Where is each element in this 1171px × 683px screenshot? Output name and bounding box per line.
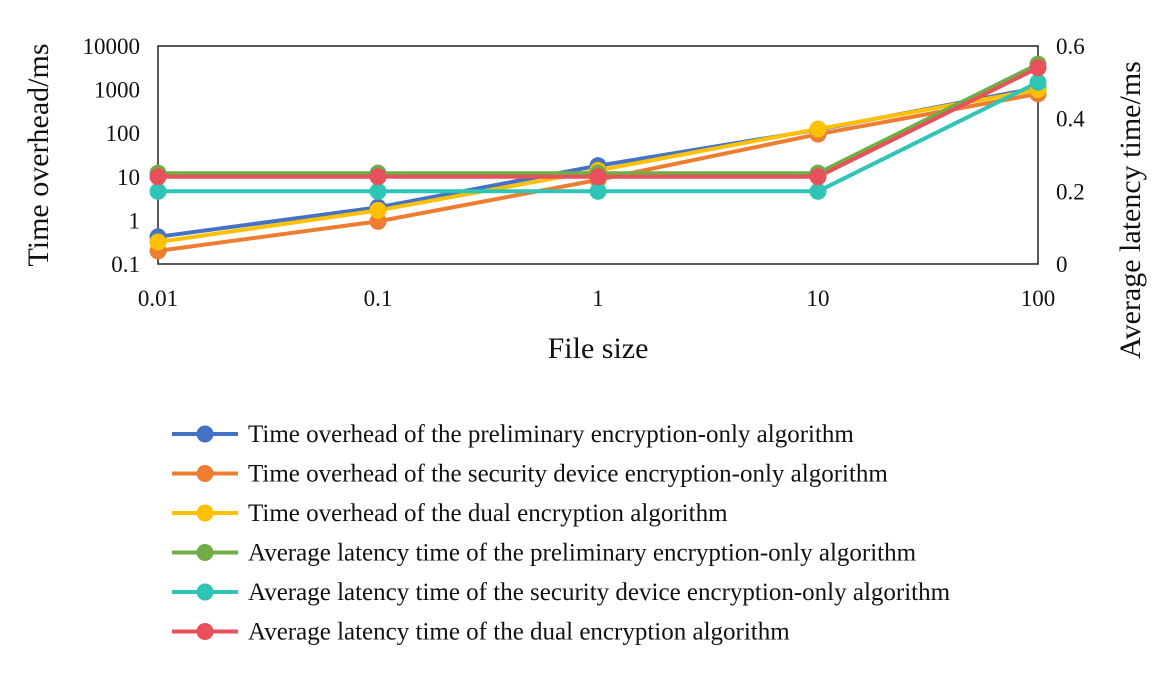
left-tick-label: 0.1: [111, 252, 140, 277]
data-point: [149, 168, 167, 186]
data-point: [369, 201, 387, 219]
data-point: [369, 168, 387, 186]
data-point: [149, 233, 167, 251]
series-points: [149, 55, 1047, 260]
data-point: [1029, 73, 1047, 91]
legend: Time overhead of the preliminary encrypt…: [172, 421, 951, 646]
left-axis: 0.1 1 10 100 1000 10000: [83, 34, 141, 277]
x-axis-title: File size: [548, 332, 649, 365]
legend-item: Average latency time of the preliminary …: [172, 540, 917, 567]
legend-item: Time overhead of the security device enc…: [172, 461, 888, 488]
data-point: [809, 168, 827, 186]
data-point: [149, 182, 167, 200]
data-point: [589, 168, 607, 186]
x-tick-label: 0.01: [138, 286, 178, 311]
legend-item: Time overhead of the preliminary encrypt…: [172, 421, 854, 448]
legend-item: Average latency time of the dual encrypt…: [172, 619, 790, 646]
left-axis-title: Time overhead/ms: [22, 43, 55, 266]
legend-swatch-marker: [196, 623, 214, 640]
legend-label: Time overhead of the dual encryption alg…: [248, 500, 728, 527]
left-tick-label: 1: [129, 208, 141, 233]
data-point: [1029, 59, 1047, 77]
legend-swatch-marker: [196, 544, 214, 561]
right-tick-label: 0.2: [1056, 179, 1085, 204]
legend-label: Average latency time of the dual encrypt…: [248, 619, 790, 646]
legend-swatch-marker: [196, 465, 214, 482]
data-point: [809, 120, 827, 138]
legend-label: Average latency time of the preliminary …: [248, 540, 917, 567]
legend-label: Time overhead of the security device enc…: [248, 461, 888, 488]
x-tick-label: 1: [592, 286, 604, 311]
data-point: [589, 182, 607, 200]
legend-item: Time overhead of the dual encryption alg…: [172, 500, 728, 527]
data-point: [369, 182, 387, 200]
x-axis: 0.01 0.1 1 10 100: [138, 286, 1055, 311]
legend-swatch-marker: [196, 583, 214, 601]
legend-item: Average latency time of the security dev…: [172, 579, 951, 606]
x-tick-label: 0.1: [364, 286, 393, 311]
legend-swatch-marker: [196, 504, 214, 522]
plot-frame: [157, 45, 1039, 265]
right-tick-label: 0.6: [1056, 34, 1085, 59]
left-tick-label: 10: [117, 165, 140, 190]
right-tick-label: 0.4: [1056, 107, 1085, 132]
series-lines: [156, 62, 1040, 253]
left-tick-label: 100: [106, 121, 141, 146]
left-tick-label: 1000: [94, 78, 140, 103]
right-axis-title: Average latency time/ms: [1114, 61, 1147, 359]
x-tick-label: 100: [1021, 286, 1056, 311]
legend-label: Time overhead of the preliminary encrypt…: [248, 421, 854, 448]
right-tick-label: 0: [1056, 252, 1068, 277]
data-point: [809, 182, 827, 200]
left-tick-label: 10000: [83, 34, 141, 59]
legend-swatch-marker: [196, 425, 214, 443]
x-tick-label: 10: [807, 286, 830, 311]
right-axis: 0 0.2 0.4 0.6: [1056, 34, 1085, 277]
legend-label: Average latency time of the security dev…: [248, 579, 951, 606]
